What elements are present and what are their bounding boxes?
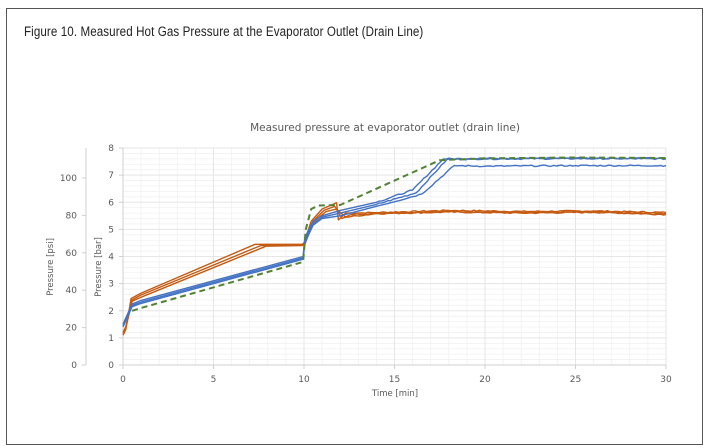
x-tick-label: 30: [660, 375, 672, 385]
y-axis-title-psi: Pressure [psi]: [46, 238, 56, 296]
x-tick-label: 5: [211, 375, 217, 385]
y-tick-label-bar: 8: [108, 144, 114, 154]
y-tick-label-bar: 4: [108, 253, 114, 263]
y-tick-label-psi: 20: [66, 324, 78, 334]
y-axis-title-bar: Pressure [bar]: [94, 237, 104, 297]
y-tick-label-bar: 0: [108, 361, 114, 371]
y-tick-label-psi: 40: [66, 286, 78, 296]
x-tick-label: 15: [389, 375, 400, 385]
y-tick-label-psi: 80: [66, 211, 78, 221]
figure-caption: Figure 10. Measured Hot Gas Pressure at …: [24, 24, 424, 39]
x-axis-title: Time [min]: [371, 389, 418, 399]
y-tick-label-bar: 7: [108, 171, 114, 181]
y-tick-label-bar: 2: [108, 307, 114, 317]
series-layer: [122, 156, 667, 336]
x-tick-label: 0: [120, 375, 126, 385]
x-tick-label: 10: [298, 375, 310, 385]
series-line-orange-run-3: [122, 208, 667, 335]
x-tick-label: 20: [479, 375, 491, 385]
series-line-green-reference: [131, 156, 667, 312]
y-tick-label-psi: 0: [71, 361, 77, 371]
chart-title: Measured pressure at evaporator outlet (…: [250, 122, 520, 134]
y-tick-label-psi: 60: [66, 249, 78, 259]
figure-frame: [6, 8, 703, 445]
series-line-blue-run-3: [122, 164, 667, 328]
y-tick-label-bar: 3: [108, 280, 114, 290]
y-tick-label-bar: 6: [108, 198, 114, 208]
y-tick-label-psi: 100: [60, 174, 77, 184]
x-tick-label: 25: [570, 375, 581, 385]
y-tick-label-bar: 1: [108, 334, 114, 344]
y-tick-label-bar: 5: [108, 225, 114, 235]
